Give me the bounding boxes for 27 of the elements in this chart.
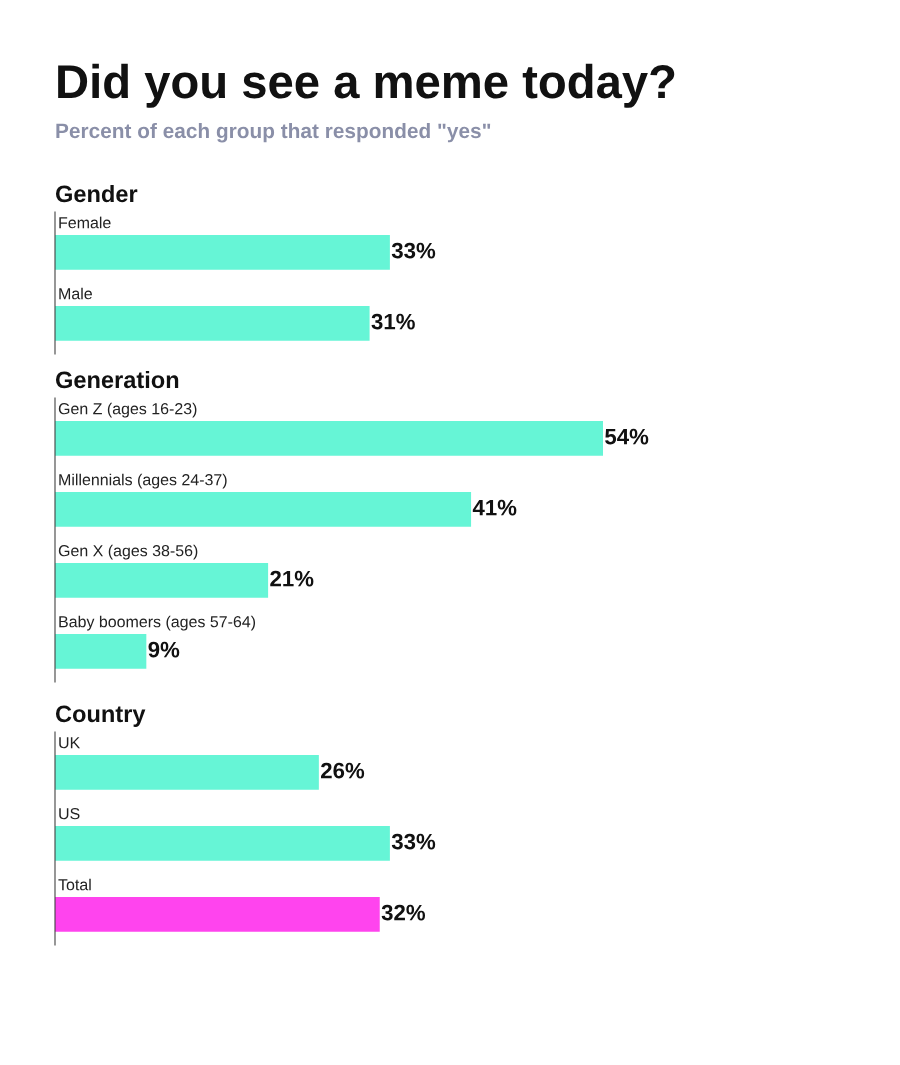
- y-tick-label: Female: [59, 216, 111, 229]
- data-label: 31%: [371, 313, 415, 330]
- y-tick-label: Millennials (ages 24-37): [59, 473, 227, 489]
- bar: [55, 634, 147, 669]
- data-label: 33%: [391, 833, 436, 850]
- data-label: 33%: [391, 242, 436, 259]
- text: Percent of each group that responded "yes": [56, 122, 491, 143]
- data-label: 9%: [148, 641, 180, 658]
- bar: [55, 421, 603, 456]
- y-tick-label: Male: [59, 287, 92, 300]
- chart-title: Gender: [55, 184, 138, 203]
- y-tick-label: Baby boomers (ages 57-64): [59, 615, 256, 631]
- y-tick-label: Total: [58, 878, 91, 891]
- data-label: 32%: [381, 904, 426, 921]
- bar: [55, 492, 472, 527]
- data-label: 54%: [605, 428, 649, 445]
- bar: [55, 563, 269, 598]
- y-tick-label: US: [59, 808, 80, 820]
- data-label: 26%: [321, 762, 365, 779]
- data-label: 41%: [472, 499, 517, 516]
- chart-title: Generation: [55, 370, 179, 389]
- chart-title: Country: [55, 705, 146, 727]
- data-label: 21%: [270, 570, 314, 587]
- text: Did you see a meme today?: [58, 63, 675, 108]
- y-tick-label: Gen X (ages 38-56): [58, 544, 198, 560]
- y-tick-label: Gen Z (ages 16-23): [58, 402, 197, 418]
- y-tick-label: UK: [59, 737, 81, 749]
